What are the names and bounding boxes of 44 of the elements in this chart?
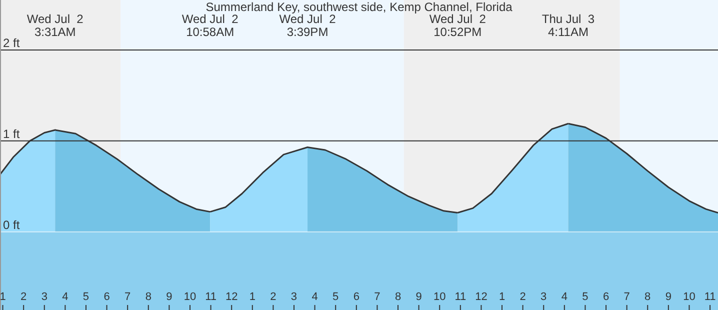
x-tick-label: 12 <box>225 291 238 303</box>
x-tick-label: 8 <box>145 291 152 303</box>
x-tick-label: 8 <box>394 291 402 303</box>
x-tick-label: 5 <box>332 291 339 303</box>
x-tick-label: 1 <box>249 291 256 303</box>
x-tick-label: 2 <box>270 291 276 303</box>
annotation: Wed Jul 2 3:31AM <box>26 12 84 39</box>
x-tick-label: 7 <box>624 291 630 303</box>
annotation: Thu Jul 3 4:11AM <box>542 12 595 39</box>
x-tick-label: 12 <box>475 291 488 303</box>
x-tick-label: 9 <box>416 291 422 303</box>
x-tick-label: 5 <box>582 291 588 303</box>
annotation: Wed Jul 2 3:39PM <box>279 12 336 39</box>
x-tick-label: 6 <box>104 291 110 303</box>
x-tick-label: 1 <box>0 291 6 303</box>
x-tick-label: 3 <box>540 291 547 303</box>
x-tick-label: 4 <box>312 291 318 303</box>
y-tick-label: 0 ft <box>3 218 20 232</box>
x-tick-label: 5 <box>82 291 90 303</box>
x-tick-label: 2 <box>520 291 526 303</box>
x-tick-label: 8 <box>644 291 651 303</box>
x-tick-label: 11 <box>205 291 216 303</box>
x-tick-label: 11 <box>704 291 716 303</box>
x-tick-label: 4 <box>62 291 68 303</box>
x-tick-label: 9 <box>665 291 672 303</box>
x-tick-label: 3 <box>290 291 298 303</box>
x-tick-label: 10 <box>184 291 196 303</box>
y-tick-label: 2 ft <box>3 36 20 50</box>
chart-title: Summerland Key, southwest side, Kemp Channel, Florida <box>206 0 513 14</box>
x-tick-label: 10 <box>433 291 446 303</box>
x-tick-label: 6 <box>353 291 360 303</box>
x-tick-label: 3 <box>41 291 48 303</box>
x-tick-label: 7 <box>374 291 380 303</box>
x-tick-label: 11 <box>454 291 466 303</box>
x-tick-label: 1 <box>498 291 506 303</box>
x-tick-label: 10 <box>683 291 696 303</box>
y-tick-label: 1 ft <box>3 126 20 141</box>
x-tick-label: 7 <box>124 291 131 303</box>
annotation: Wed Jul 2 10:52PM <box>429 12 486 39</box>
x-tick-label: 2 <box>20 291 27 303</box>
x-tick-label: 6 <box>602 291 610 303</box>
x-tick-label: 4 <box>561 291 568 303</box>
annotation: Wed Jul 2 10:58AM <box>182 12 239 39</box>
x-tick-label: 9 <box>166 291 172 303</box>
